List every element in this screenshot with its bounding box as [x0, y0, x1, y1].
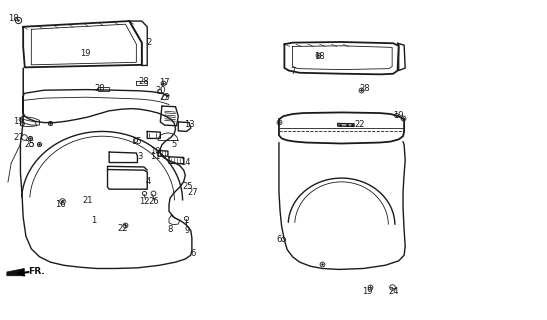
Text: 28: 28: [138, 77, 149, 86]
Text: FR.: FR.: [28, 267, 45, 276]
Text: 19: 19: [393, 111, 404, 120]
Text: 6: 6: [190, 249, 196, 258]
Text: 24: 24: [388, 287, 398, 296]
Text: 22: 22: [354, 120, 365, 129]
Text: 18: 18: [315, 52, 325, 61]
Text: 28: 28: [94, 84, 104, 93]
Text: 14: 14: [180, 158, 190, 167]
Text: 26: 26: [148, 197, 159, 206]
Text: 9: 9: [185, 226, 190, 235]
Text: 25: 25: [182, 181, 193, 190]
Text: 28: 28: [359, 84, 370, 93]
Text: 6: 6: [276, 236, 282, 244]
Text: 2: 2: [147, 38, 152, 47]
Text: 25: 25: [25, 140, 35, 149]
Text: 27: 27: [188, 188, 198, 197]
Text: 16: 16: [55, 200, 66, 209]
Text: 17: 17: [159, 78, 170, 87]
Text: 20: 20: [155, 86, 166, 95]
Text: 4: 4: [146, 177, 151, 186]
Text: 11: 11: [150, 152, 160, 161]
Text: 15: 15: [131, 137, 142, 146]
Text: 1: 1: [91, 216, 96, 225]
Polygon shape: [7, 268, 24, 276]
Text: 12: 12: [139, 197, 149, 206]
Text: 3: 3: [137, 152, 143, 161]
Text: 22: 22: [117, 224, 127, 233]
Text: 23: 23: [159, 93, 170, 102]
Text: 8: 8: [167, 225, 173, 234]
Text: 18: 18: [8, 14, 19, 23]
Text: 21: 21: [82, 196, 92, 205]
Text: 10: 10: [150, 147, 160, 156]
Text: 13: 13: [184, 120, 194, 129]
Text: 19: 19: [14, 117, 24, 126]
Text: 27: 27: [14, 133, 24, 142]
Text: 19: 19: [80, 49, 91, 58]
Text: 19: 19: [362, 287, 373, 296]
Text: 5: 5: [172, 140, 177, 149]
Text: 7: 7: [290, 67, 295, 76]
